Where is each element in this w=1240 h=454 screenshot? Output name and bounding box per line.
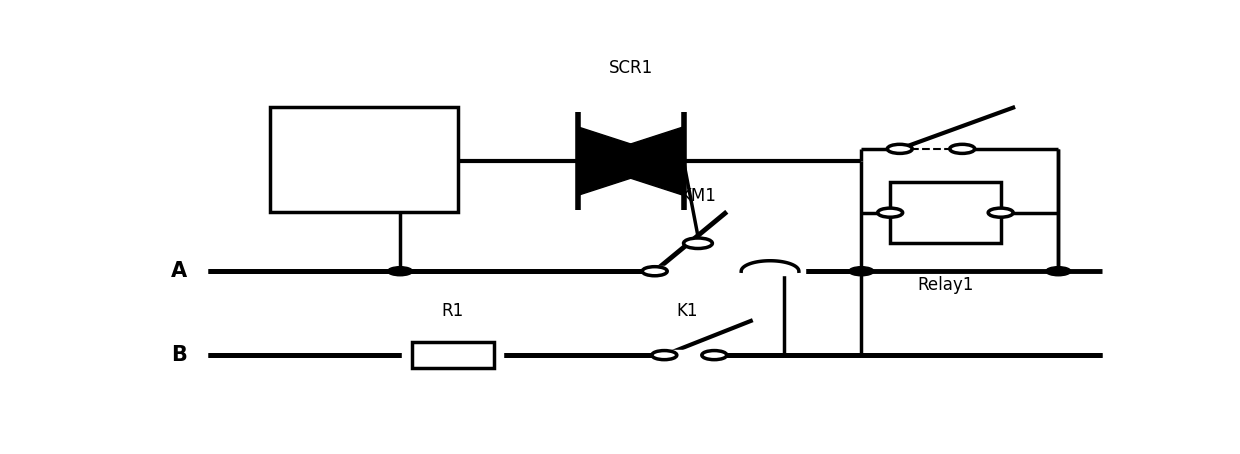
Text: A: A: [171, 261, 187, 281]
Circle shape: [642, 266, 667, 276]
Circle shape: [878, 208, 903, 217]
Circle shape: [683, 238, 712, 248]
Circle shape: [388, 266, 413, 276]
Bar: [270, 107, 458, 212]
Text: KM1: KM1: [680, 187, 715, 205]
Polygon shape: [578, 127, 683, 195]
Circle shape: [988, 208, 1013, 217]
Text: Relay1: Relay1: [918, 276, 975, 294]
Circle shape: [849, 266, 874, 276]
Circle shape: [888, 144, 913, 153]
Circle shape: [652, 350, 677, 360]
Bar: [890, 182, 1001, 243]
Text: B: B: [171, 345, 187, 365]
Circle shape: [702, 350, 727, 360]
Polygon shape: [578, 127, 683, 195]
Circle shape: [950, 144, 975, 153]
Bar: [412, 342, 494, 368]
Text: K1: K1: [677, 302, 698, 321]
Text: R1: R1: [441, 302, 464, 321]
Circle shape: [1045, 266, 1071, 276]
Text: SCR1: SCR1: [609, 59, 652, 78]
Text: 电流检测单元: 电流检测单元: [336, 153, 391, 168]
